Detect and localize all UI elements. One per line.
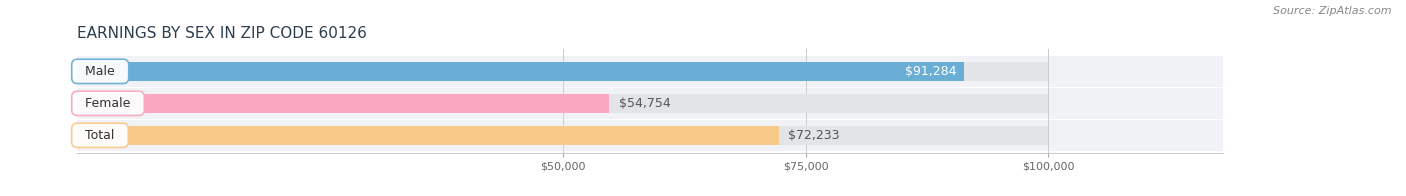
- Text: Total: Total: [77, 129, 122, 142]
- Bar: [77, 126, 1049, 145]
- Text: Source: ZipAtlas.com: Source: ZipAtlas.com: [1274, 6, 1392, 16]
- Bar: [77, 62, 1049, 81]
- Bar: [77, 56, 1223, 87]
- Text: $54,754: $54,754: [619, 97, 671, 110]
- Text: EARNINGS BY SEX IN ZIP CODE 60126: EARNINGS BY SEX IN ZIP CODE 60126: [77, 26, 367, 41]
- Bar: [77, 120, 1223, 151]
- Bar: [77, 94, 1049, 113]
- Text: $72,233: $72,233: [789, 129, 839, 142]
- Bar: [77, 62, 963, 81]
- Bar: [77, 126, 779, 145]
- Bar: [77, 94, 609, 113]
- Text: Female: Female: [77, 97, 139, 110]
- Text: $91,284: $91,284: [904, 65, 956, 78]
- Bar: [77, 88, 1223, 119]
- Text: Male: Male: [77, 65, 124, 78]
